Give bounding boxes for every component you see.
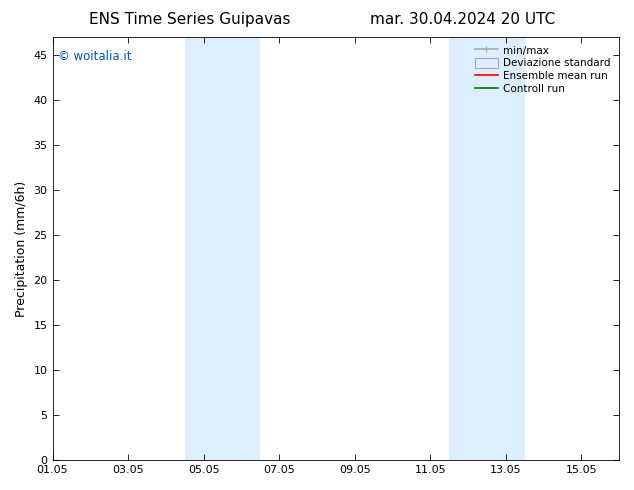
Text: © woitalia.it: © woitalia.it xyxy=(58,50,132,63)
Legend: min/max, Deviazione standard, Ensemble mean run, Controll run: min/max, Deviazione standard, Ensemble m… xyxy=(472,42,614,97)
Bar xyxy=(449,37,524,460)
Bar xyxy=(184,37,260,460)
Text: ENS Time Series Guipavas: ENS Time Series Guipavas xyxy=(89,12,291,27)
Text: mar. 30.04.2024 20 UTC: mar. 30.04.2024 20 UTC xyxy=(370,12,555,27)
Y-axis label: Precipitation (mm/6h): Precipitation (mm/6h) xyxy=(15,180,28,317)
